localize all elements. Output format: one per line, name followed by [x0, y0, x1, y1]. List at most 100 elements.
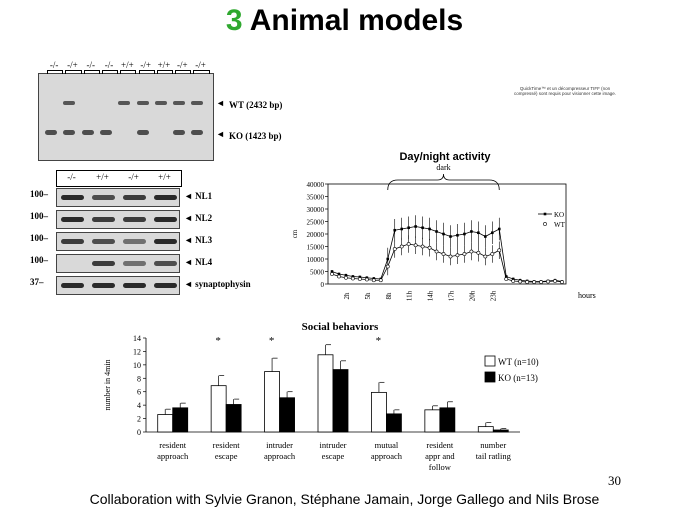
- activity-point-ko: [511, 277, 515, 281]
- social-category-label: resident: [213, 440, 241, 450]
- activity-point-wt: [337, 274, 341, 279]
- social-bar-wt: [157, 414, 174, 433]
- activity-point-wt: [364, 277, 369, 282]
- activity-point-wt: [441, 252, 446, 256]
- blot-band: [154, 283, 177, 288]
- gel-lane-label: -/-: [104, 60, 114, 70]
- blot-band: [123, 239, 146, 244]
- blot-band: [123, 261, 146, 266]
- ko-band: [45, 130, 57, 135]
- dark-period-label: dark: [436, 163, 450, 172]
- social-category-label: escape: [215, 451, 238, 461]
- activity-point-wt: [448, 254, 453, 259]
- activity-point-wt: [539, 280, 543, 284]
- activity-point-ko: [344, 273, 348, 277]
- activity-y-tick-label: 10000: [307, 256, 325, 264]
- activity-y-tick-label: 0: [321, 281, 325, 289]
- social-bar-wt: [371, 391, 387, 433]
- activity-x-tick-label: 5h: [364, 292, 372, 300]
- ko-band: [63, 130, 76, 135]
- activity-point-ko: [477, 231, 480, 235]
- activity-point-ko: [435, 230, 438, 233]
- activity-point-wt: [476, 250, 481, 255]
- gel-lane-bracket: [101, 70, 119, 74]
- blot-lane-label: +/+: [96, 172, 109, 182]
- activity-point-ko: [393, 228, 397, 232]
- blot-band: [92, 239, 115, 244]
- gel-lane-label: -/+: [67, 60, 78, 70]
- gel-lane-bracket: [47, 70, 64, 74]
- blot-band: [61, 217, 84, 222]
- ko-band: [99, 130, 112, 135]
- activity-chart: Day/night activity 0 5000 10000 15000 20000 25…: [291, 151, 596, 301]
- blot-strip: [56, 188, 180, 207]
- activity-point-wt: [385, 264, 390, 269]
- title-text: Animal models: [249, 4, 464, 37]
- social-bar-wt: [317, 354, 334, 433]
- activity-point-ko: [456, 233, 459, 237]
- activity-point-wt: [392, 247, 397, 251]
- activity-point-ko: [463, 232, 466, 236]
- blot-strip: [56, 232, 180, 251]
- activity-point-ko: [484, 235, 487, 238]
- gel-lane-label: +/+: [121, 60, 134, 70]
- activity-point-wt: [427, 245, 432, 250]
- legend-ko-label: KO: [554, 211, 564, 219]
- activity-point-ko: [470, 230, 473, 233]
- legend-ko-marker: [543, 212, 547, 216]
- ko-band-arrow: ◄: [216, 129, 225, 139]
- blot-mw-marker: 100–: [30, 189, 48, 199]
- blot-lane-box: [56, 170, 182, 187]
- activity-point-wt: [532, 280, 537, 284]
- activity-point-ko: [442, 232, 445, 236]
- blot-strip: [56, 254, 180, 273]
- social-bar-wt: [424, 409, 441, 433]
- activity-point-ko: [330, 270, 334, 273]
- social-category-label: number: [480, 440, 506, 450]
- activity-point-wt: [371, 278, 376, 283]
- activity-point-wt: [490, 252, 495, 256]
- legend-wt-marker: [543, 222, 547, 226]
- social-category-label: approach: [371, 451, 403, 461]
- wt-band: [136, 101, 149, 105]
- social-y-tick-label: 14: [133, 334, 141, 343]
- social-category-label: approach: [157, 451, 189, 461]
- gel-lane-bracket: [193, 70, 210, 74]
- activity-series-line-ko: [331, 226, 563, 282]
- social-y-tick-label: 12: [133, 347, 141, 356]
- gel-lane-bracket: [156, 70, 174, 74]
- social-category-label: intruder: [266, 440, 293, 450]
- activity-point-ko: [358, 275, 362, 279]
- social-bar-ko: [439, 407, 456, 433]
- blot-band: [61, 195, 84, 200]
- activity-point-wt: [351, 276, 355, 281]
- activity-y-tick-label: 35000: [307, 194, 325, 202]
- blot-band: [154, 195, 177, 200]
- ko-band-label: KO (1423 bp): [229, 131, 282, 141]
- social-bar-ko: [492, 429, 509, 433]
- activity-x-tick-label: 20h: [468, 290, 476, 301]
- title-number: 3: [225, 4, 243, 37]
- activity-x-tick-label: 2h: [343, 292, 351, 300]
- activity-point-ko: [497, 227, 501, 231]
- social-y-axis-label: number in 4min: [103, 359, 112, 410]
- blot-mw-marker: 37–: [30, 277, 44, 287]
- activity-point-wt: [413, 243, 418, 248]
- blot-band: [154, 217, 177, 222]
- activity-point-ko: [407, 226, 410, 230]
- blot-protein-label: ◄ NL4: [184, 257, 213, 267]
- activity-point-wt: [469, 249, 474, 254]
- activity-y-tick-label: 30000: [307, 206, 325, 214]
- social-legend-label-ko: KO (n=13): [498, 373, 538, 383]
- activity-point-wt: [378, 278, 383, 283]
- western-blot: -/- +/+ -/+ +/+ ◄ NL1 100– ◄ NL2 100– ◄ NL3 100– ◄…: [30, 168, 251, 298]
- activity-x-tick-label: 11h: [406, 290, 414, 301]
- social-bar-ko: [172, 407, 189, 433]
- blot-mw-marker: 100–: [30, 211, 48, 221]
- social-y-tick-label: 4: [137, 401, 141, 410]
- social-legend-swatch-ko: [484, 371, 496, 383]
- wt-band: [63, 101, 76, 105]
- activity-point-wt: [434, 249, 439, 254]
- wt-band-label: WT (2432 bp): [229, 100, 283, 110]
- activity-point-wt: [420, 244, 425, 249]
